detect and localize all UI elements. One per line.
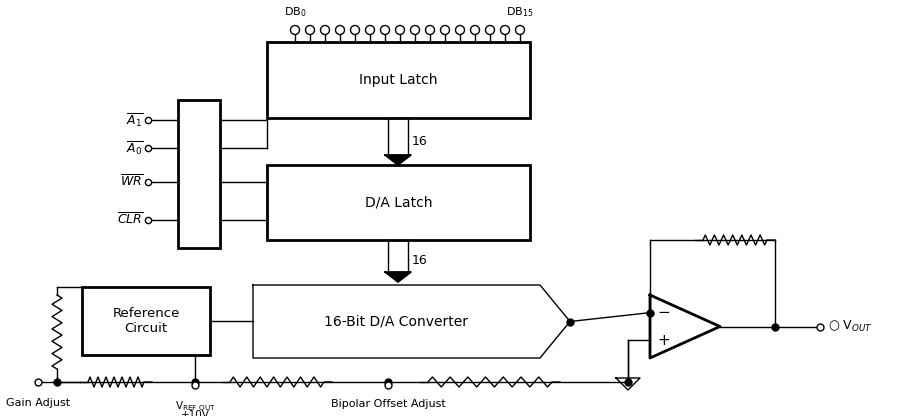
Text: ○ V$_{OUT}$: ○ V$_{OUT}$ xyxy=(828,319,873,334)
Text: $\overline{WR}$: $\overline{WR}$ xyxy=(120,174,143,190)
Text: D/A Latch: D/A Latch xyxy=(365,196,432,210)
Bar xyxy=(267,42,530,118)
Text: Bipolar Offset Adjust: Bipolar Offset Adjust xyxy=(331,399,445,409)
Text: DB$_{15}$: DB$_{15}$ xyxy=(506,5,534,19)
Text: +: + xyxy=(658,333,670,348)
Text: $\overline{CLR}$: $\overline{CLR}$ xyxy=(117,212,143,228)
Bar xyxy=(82,287,210,355)
Text: 16-Bit D/A Converter: 16-Bit D/A Converter xyxy=(324,314,469,329)
Text: +10V: +10V xyxy=(181,410,209,416)
Polygon shape xyxy=(385,272,411,282)
Polygon shape xyxy=(385,155,411,165)
Polygon shape xyxy=(253,285,570,358)
Text: 16: 16 xyxy=(412,255,428,267)
Bar xyxy=(178,100,220,248)
Text: $\overline{A_0}$: $\overline{A_0}$ xyxy=(126,139,143,157)
Text: DB$_0$: DB$_0$ xyxy=(283,5,306,19)
Text: $\overline{A_1}$: $\overline{A_1}$ xyxy=(126,111,143,129)
Text: Reference
Circuit: Reference Circuit xyxy=(112,307,180,335)
Polygon shape xyxy=(650,295,720,358)
Text: −: − xyxy=(658,305,670,320)
Text: 16: 16 xyxy=(412,135,428,148)
Bar xyxy=(267,165,530,240)
Text: V$_\mathregular{REF\ OUT}$: V$_\mathregular{REF\ OUT}$ xyxy=(175,399,216,413)
Text: Gain Adjust: Gain Adjust xyxy=(5,398,70,408)
Text: Input Latch: Input Latch xyxy=(359,73,438,87)
